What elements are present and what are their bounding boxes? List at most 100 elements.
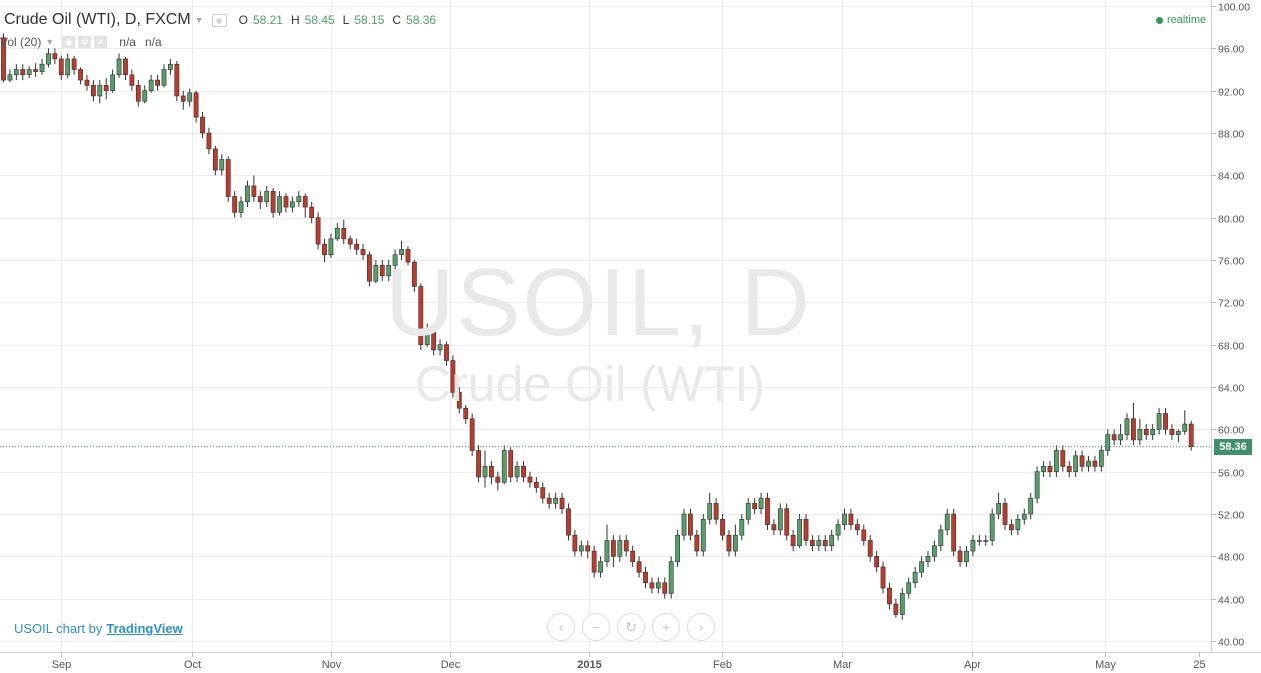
scroll-left-button[interactable]: ‹: [547, 613, 575, 641]
candle-body: [13, 69, 19, 76]
candle-body: [1118, 434, 1123, 441]
chart-credit: USOIL chart by TradingView: [14, 621, 183, 636]
candle-body: [495, 476, 501, 483]
zoom-controls: ‹ − ↻ + ›: [547, 613, 722, 641]
candle-body: [322, 243, 327, 256]
candle-body: [405, 249, 411, 263]
candle-body: [26, 69, 32, 76]
candle-body: [1137, 429, 1143, 441]
candle-body: [899, 593, 905, 615]
gear-icon[interactable]: ✲: [78, 36, 92, 48]
candle-body: [732, 534, 738, 552]
tradingview-link[interactable]: TradingView: [106, 621, 183, 636]
candle-body: [752, 503, 758, 510]
candle-body: [604, 540, 610, 562]
candle-body: [84, 79, 90, 86]
candle-body: [585, 545, 591, 552]
reset-button[interactable]: ↻: [617, 613, 645, 641]
candle-body: [662, 582, 668, 594]
candle-body: [951, 513, 957, 552]
zoom-in-button[interactable]: +: [652, 613, 680, 641]
candle-body: [533, 481, 539, 488]
zoom-out-button[interactable]: −: [582, 613, 610, 641]
high-label: H: [290, 13, 300, 27]
price-tick-label: 64.00: [1218, 383, 1244, 395]
candle-body: [1105, 434, 1111, 451]
candle-body: [1131, 418, 1136, 441]
eye-icon[interactable]: ◉: [211, 13, 227, 27]
candle-body: [636, 561, 642, 573]
symbol-title[interactable]: Crude Oil (WTI), D, FXCM: [4, 11, 191, 28]
candle-body: [572, 534, 578, 552]
candle-body: [238, 201, 244, 213]
candle-body: [187, 92, 193, 102]
candle-body: [1002, 503, 1008, 525]
candle-body: [1086, 460, 1091, 467]
candle-body: [501, 450, 507, 483]
candle-body: [424, 328, 430, 345]
candle-body: [681, 513, 687, 536]
realtime-indicator: realtime: [1156, 14, 1206, 26]
time-tick-label: Oct: [184, 659, 201, 671]
candle-body: [379, 264, 385, 277]
candle-body: [123, 58, 128, 76]
candle-body: [373, 264, 379, 282]
candle-body: [469, 418, 475, 451]
candle-body: [367, 254, 372, 282]
candle-body: [1028, 497, 1034, 515]
candle-body: [103, 85, 109, 91]
candle-body: [283, 196, 289, 208]
candle-body: [20, 69, 26, 76]
candle-body: [675, 534, 680, 562]
volume-chevron-icon[interactable]: ▼: [45, 37, 55, 47]
volume-label[interactable]: Vol (20): [0, 35, 42, 49]
candle-body: [1060, 450, 1066, 467]
price-axis: 100.00 96.00 92.00 88.00 84.00 80.00 76.00 72.0…: [1211, 2, 1250, 649]
candle-body: [540, 487, 546, 499]
candle-body: [1, 37, 6, 81]
time-tick-label: Apr: [964, 659, 981, 671]
status-dot-icon: [1156, 16, 1163, 24]
close-icon[interactable]: ✕: [94, 36, 108, 48]
candle-body: [1053, 450, 1059, 472]
candle-body: [720, 518, 725, 536]
candle-body: [110, 74, 116, 91]
candle-body: [7, 74, 13, 81]
time-tick-label: 2015: [577, 659, 601, 671]
candle-body: [347, 238, 353, 245]
price-tick-label: 68.00: [1218, 341, 1244, 353]
candle-body: [46, 53, 51, 65]
watermark-symbol: USOIL, D: [385, 249, 812, 356]
candle-body: [225, 159, 231, 197]
candle-body: [463, 407, 469, 420]
candle-body: [598, 561, 603, 573]
candle-body: [386, 264, 392, 277]
price-tick-label: 100.00: [1218, 2, 1250, 14]
candle-body: [309, 206, 315, 218]
candle-body: [71, 58, 77, 70]
candle-body: [931, 545, 937, 557]
candle-body: [957, 550, 963, 562]
close-value: 58.36: [406, 13, 437, 27]
candle-body: [1066, 466, 1072, 472]
candle-body: [925, 556, 931, 562]
scroll-right-button[interactable]: ›: [687, 613, 715, 641]
candle-body: [848, 513, 854, 525]
eye-icon[interactable]: ◉: [62, 36, 76, 48]
candle-body: [232, 196, 238, 213]
candle-body: [1041, 466, 1046, 472]
candle-body: [296, 196, 302, 203]
candle-body: [1175, 431, 1181, 435]
candle-body: [803, 518, 809, 541]
candle-body: [508, 450, 514, 478]
realtime-label: realtime: [1167, 14, 1207, 26]
candle-body: [1079, 455, 1085, 467]
candle-body: [887, 587, 892, 605]
chevron-down-icon[interactable]: ▼: [194, 15, 204, 25]
candle-body: [880, 566, 886, 589]
price-tick-label: 76.00: [1218, 256, 1244, 268]
candle-body: [835, 524, 841, 536]
candle-body: [707, 503, 713, 520]
candle-body: [200, 116, 205, 134]
